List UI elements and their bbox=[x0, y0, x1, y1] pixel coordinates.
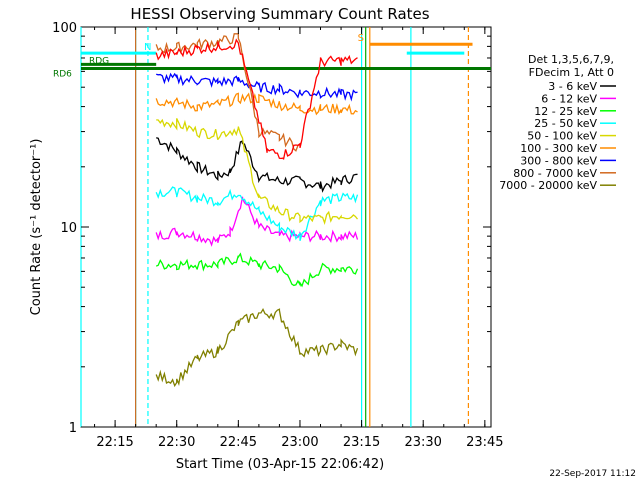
x-axis-label: Start Time (03-Apr-15 22:06:42) bbox=[176, 457, 384, 472]
legend-header-1: FDecim 1, Att 0 bbox=[529, 66, 614, 79]
series-line-3 bbox=[155, 186, 359, 241]
series-line-4 bbox=[156, 118, 359, 225]
legend-label-0: 3 - 6 keV bbox=[548, 80, 597, 93]
chart-title: HESSI Observing Summary Count Rates bbox=[130, 5, 429, 23]
series-line-6 bbox=[156, 72, 358, 102]
x-tick-label-1: 22:30 bbox=[158, 435, 195, 450]
series-line-2 bbox=[155, 252, 359, 288]
x-tick-label-0: 22:15 bbox=[96, 435, 133, 450]
state-label-0: RD6 bbox=[53, 70, 72, 80]
marker-label-1: S bbox=[358, 33, 364, 44]
x-tick-label-6: 23:45 bbox=[466, 435, 503, 450]
y-tick-label-2: 100 bbox=[52, 21, 77, 36]
plot-frame bbox=[80, 26, 492, 428]
series-line-8 bbox=[155, 308, 359, 388]
vertical-lines bbox=[80, 27, 470, 427]
timestamp: 22-Sep-2017 11:12 bbox=[549, 469, 636, 479]
legend-label-4: 50 - 100 keV bbox=[527, 130, 597, 143]
x-tick-label-2: 22:45 bbox=[220, 435, 257, 450]
legend-header-0: Det 1,3,5,6,7,9, bbox=[528, 53, 614, 66]
extra-series-line-0 bbox=[155, 38, 358, 160]
marker-label-0: N bbox=[144, 42, 151, 53]
markers: N S RD6 RDG bbox=[53, 33, 364, 79]
x-axis: 22:15 22:30 22:45 23:00 23:15 23:30 23:45 bbox=[94, 27, 504, 450]
legend-label-1: 6 - 12 keV bbox=[541, 92, 597, 105]
legend-label-3: 25 - 50 keV bbox=[534, 117, 597, 130]
y-tick-label-1: 10 bbox=[60, 221, 77, 236]
state-label-1: RDG bbox=[89, 56, 109, 66]
series-line-0 bbox=[156, 137, 358, 193]
y-axis: 1 10 100 bbox=[52, 21, 491, 436]
legend-label-5: 100 - 300 keV bbox=[520, 142, 597, 155]
series-line-5 bbox=[155, 92, 358, 116]
legend: Det 1,3,5,6,7,9,FDecim 1, Att 03 - 6 keV… bbox=[499, 53, 616, 192]
x-tick-label-3: 23:00 bbox=[281, 435, 318, 450]
plot-area: N S RD6 RDG bbox=[53, 26, 492, 428]
series-group bbox=[155, 33, 359, 388]
x-tick-label-4: 23:15 bbox=[343, 435, 380, 450]
series-line-7 bbox=[155, 33, 301, 152]
legend-label-7: 800 - 7000 keV bbox=[513, 167, 597, 180]
legend-label-8: 7000 - 20000 keV bbox=[499, 179, 597, 192]
state-bars bbox=[81, 42, 491, 71]
legend-label-6: 300 - 800 keV bbox=[520, 154, 597, 167]
y-axis-label: Count Rate (s⁻¹ detector⁻¹) bbox=[29, 139, 44, 316]
y-tick-label-0: 1 bbox=[69, 421, 77, 436]
x-tick-label-5: 23:30 bbox=[404, 435, 441, 450]
legend-label-2: 12 - 25 keV bbox=[534, 105, 597, 118]
series-line-1 bbox=[155, 196, 359, 247]
